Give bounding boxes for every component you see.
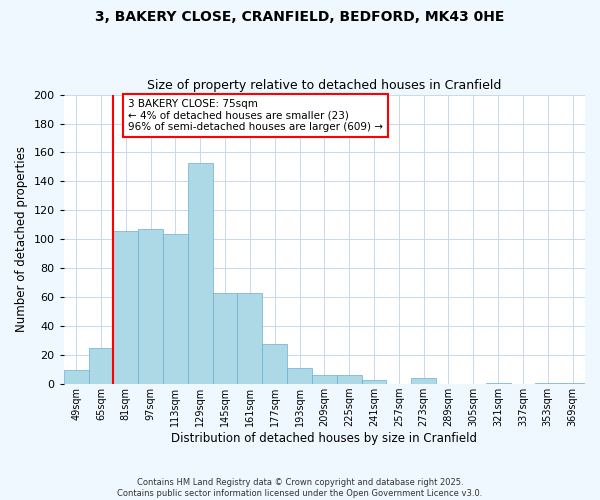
Bar	[238, 293, 262, 384]
Bar	[362, 380, 386, 384]
Bar	[163, 234, 188, 384]
X-axis label: Distribution of detached houses by size in Cranfield: Distribution of detached houses by size …	[172, 432, 478, 445]
Bar	[560, 382, 585, 384]
Bar	[287, 368, 312, 384]
Bar	[262, 344, 287, 384]
Text: 3 BAKERY CLOSE: 75sqm
← 4% of detached houses are smaller (23)
96% of semi-detac: 3 BAKERY CLOSE: 75sqm ← 4% of detached h…	[128, 99, 383, 132]
Bar	[188, 162, 212, 384]
Title: Size of property relative to detached houses in Cranfield: Size of property relative to detached ho…	[147, 79, 502, 92]
Bar	[113, 230, 138, 384]
Bar	[411, 378, 436, 384]
Y-axis label: Number of detached properties: Number of detached properties	[15, 146, 28, 332]
Bar	[486, 382, 511, 384]
Bar	[64, 370, 89, 384]
Bar	[312, 376, 337, 384]
Text: Contains HM Land Registry data © Crown copyright and database right 2025.
Contai: Contains HM Land Registry data © Crown c…	[118, 478, 482, 498]
Bar	[138, 229, 163, 384]
Bar	[212, 293, 238, 384]
Bar	[535, 382, 560, 384]
Bar	[89, 348, 113, 384]
Bar	[337, 376, 362, 384]
Text: 3, BAKERY CLOSE, CRANFIELD, BEDFORD, MK43 0HE: 3, BAKERY CLOSE, CRANFIELD, BEDFORD, MK4…	[95, 10, 505, 24]
